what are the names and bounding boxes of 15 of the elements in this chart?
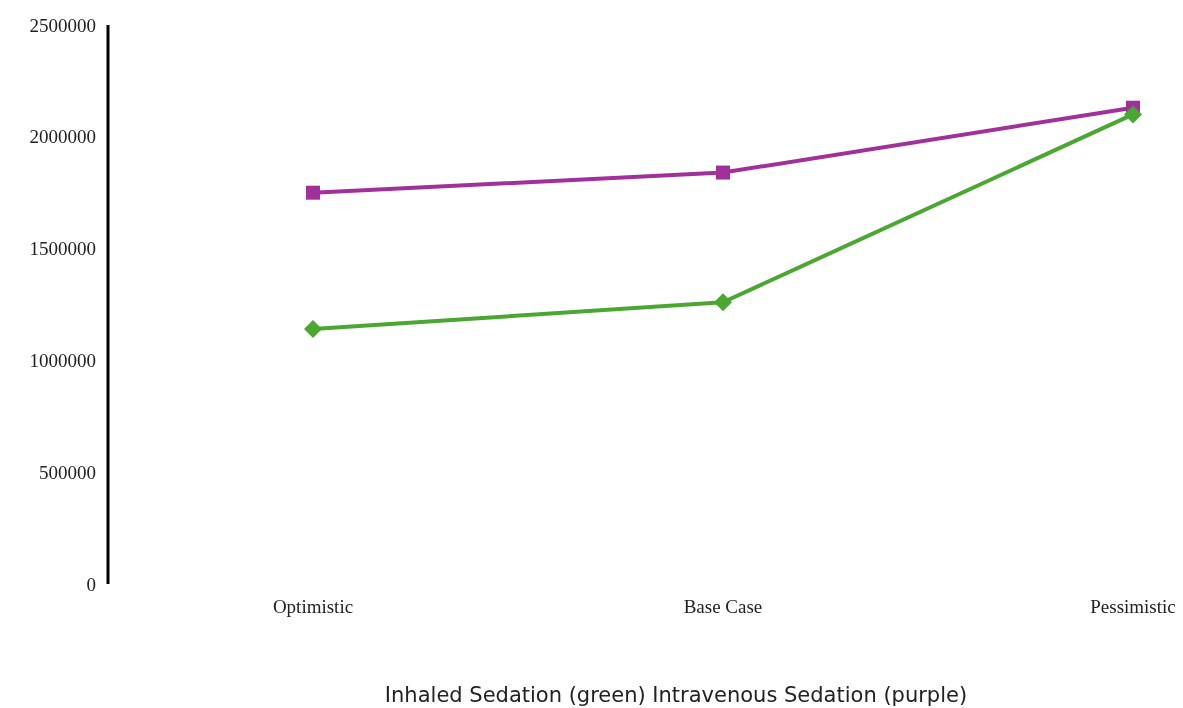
y-tick-label: 500000 xyxy=(39,461,96,483)
point xyxy=(306,185,320,200)
y-tick-label: 2000000 xyxy=(29,126,96,148)
x-tick-label: Base Case xyxy=(683,596,763,617)
point xyxy=(714,293,732,312)
point xyxy=(716,165,730,180)
point xyxy=(1124,105,1142,124)
x-tick-label: Optimistic xyxy=(272,596,354,617)
x-axis-title: Inhaled Sedation (green) Intravenous Sedation (purple) xyxy=(384,683,968,707)
y-tick-label: 2500000 xyxy=(29,14,96,36)
point xyxy=(304,320,322,339)
y-tick-label: 1000000 xyxy=(29,350,96,372)
x-tick-label: Pessimistic xyxy=(1090,596,1176,617)
y-tick-label: 1500000 xyxy=(29,238,96,260)
y-tick-label: 0 xyxy=(86,573,96,595)
